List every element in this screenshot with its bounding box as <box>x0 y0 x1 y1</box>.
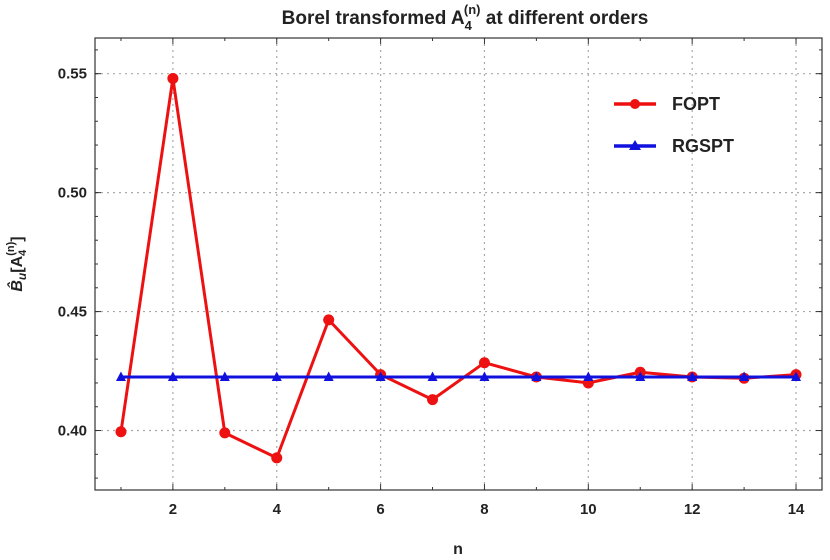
x-tick-label: 14 <box>788 501 805 518</box>
rgspt-point <box>479 371 490 381</box>
y-axis-label: B̂u[A4(n)] <box>5 236 29 291</box>
y-axis-label-close: ] <box>9 236 26 241</box>
y-axis-label-main: B̂ <box>6 280 26 292</box>
legend-fopt-marker <box>630 99 640 109</box>
rgspt-point <box>427 371 438 381</box>
fopt-point <box>115 426 127 438</box>
fopt-point <box>167 72 179 84</box>
x-tick-label: 8 <box>480 501 488 518</box>
fopt-point <box>427 394 439 406</box>
legend-rgspt-label: RGSPT <box>672 136 734 156</box>
fopt-point <box>219 427 231 439</box>
rgspt-point <box>115 371 126 381</box>
x-tick-label: 12 <box>684 501 701 518</box>
chart-title-rest: at different orders <box>480 8 648 29</box>
rgspt-point <box>531 371 542 381</box>
series-layer <box>115 72 802 464</box>
fopt-point <box>271 452 283 464</box>
chart-title-subscript: 4 <box>465 18 473 33</box>
fopt-point <box>323 314 335 326</box>
legend-fopt-label: FOPT <box>672 94 720 114</box>
grid <box>95 38 822 490</box>
rgspt-point <box>791 371 802 381</box>
rgspt-point <box>583 371 594 381</box>
axis-ticks: 2 4 6 8 10 12 14 0.40 0.45 0.50 0.55 <box>58 38 822 518</box>
fopt-point <box>478 357 490 369</box>
y-tick-label: 0.50 <box>58 185 87 202</box>
rgspt-point <box>167 371 178 381</box>
chart-title-main: Borel transformed A <box>282 8 465 29</box>
y-tick-label: 0.40 <box>58 423 87 440</box>
y-axis-label-subscript: u <box>15 272 29 280</box>
x-tick-label: 6 <box>376 501 384 518</box>
rgspt-point <box>739 371 750 381</box>
x-tick-label: 2 <box>169 501 177 518</box>
legend: FOPT RGSPT <box>614 94 734 156</box>
y-axis-label-inner-subscript: 4 <box>17 249 29 256</box>
y-tick-label: 0.45 <box>58 304 87 321</box>
y-tick-label: 0.55 <box>58 66 87 83</box>
chart-title-superscript: (n) <box>464 2 481 17</box>
y-axis-label-bracket: [A <box>9 255 26 272</box>
x-tick-label: 4 <box>273 501 282 518</box>
x-axis-label: n <box>453 541 463 558</box>
rgspt-point <box>375 371 386 381</box>
rgspt-point <box>323 371 334 381</box>
chart-title: Borel transformed A4(n) at different ord… <box>282 2 649 33</box>
x-tick-label: 10 <box>580 501 597 518</box>
rgspt-point <box>271 371 282 381</box>
rgspt-point <box>687 371 698 381</box>
legend-rgspt-marker <box>629 140 641 150</box>
rgspt-point <box>219 371 230 381</box>
rgspt-point <box>635 371 646 381</box>
y-axis-label-inner-superscript: (n) <box>5 241 17 255</box>
